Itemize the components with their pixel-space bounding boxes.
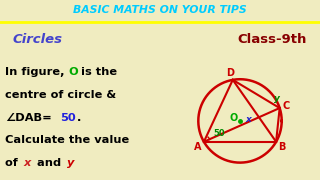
Text: 50: 50 xyxy=(60,113,76,123)
Text: and: and xyxy=(33,158,65,168)
Text: O: O xyxy=(230,113,238,123)
Text: A: A xyxy=(194,142,201,152)
Text: is the: is the xyxy=(77,67,117,77)
Text: of: of xyxy=(5,158,22,168)
Text: C: C xyxy=(283,101,290,111)
Text: x: x xyxy=(245,115,251,124)
Text: In figure,: In figure, xyxy=(5,67,65,77)
Text: Class-9th: Class-9th xyxy=(238,33,307,46)
Text: O: O xyxy=(68,67,78,77)
Text: x: x xyxy=(23,158,30,168)
Text: 50: 50 xyxy=(213,129,225,138)
Text: Circles: Circles xyxy=(13,33,63,46)
Text: ∠DAB=: ∠DAB= xyxy=(5,113,52,123)
Text: y: y xyxy=(274,94,280,103)
Text: D: D xyxy=(226,68,234,78)
Text: B: B xyxy=(278,142,285,152)
Text: .: . xyxy=(77,113,81,123)
Text: y: y xyxy=(67,158,74,168)
Text: BASIC MATHS ON YOUR TIPS: BASIC MATHS ON YOUR TIPS xyxy=(73,5,247,15)
Text: centre of circle &: centre of circle & xyxy=(5,90,116,100)
Text: Calculate the value: Calculate the value xyxy=(5,135,129,145)
